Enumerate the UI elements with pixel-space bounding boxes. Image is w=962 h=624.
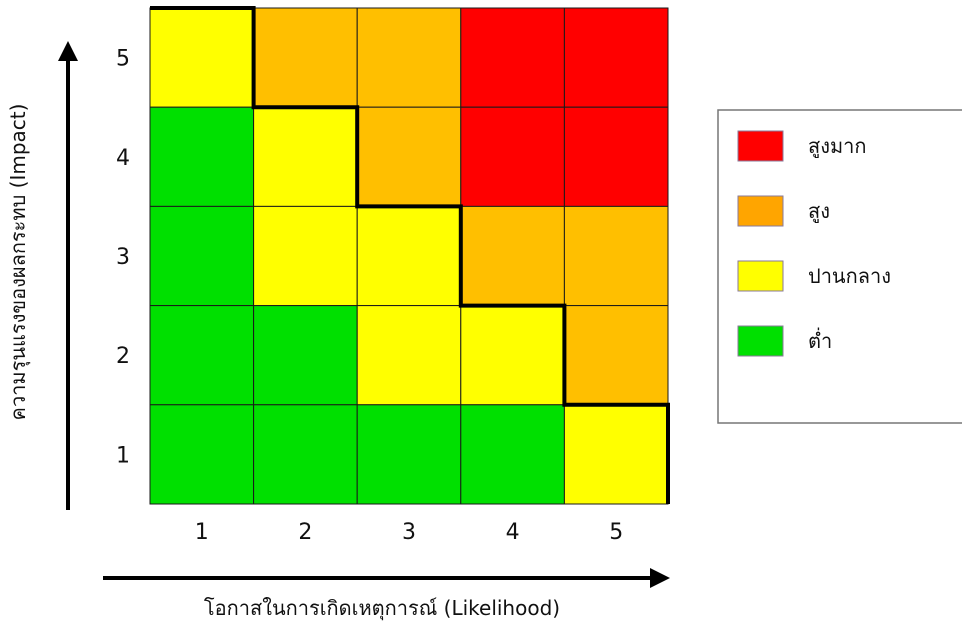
legend-swatch-very-high xyxy=(737,130,784,162)
y-tick-label: 4 xyxy=(116,146,130,171)
legend-label-very-high: สูงมาก xyxy=(808,134,867,159)
cell-impact-1-likelihood-4 xyxy=(460,404,565,505)
legend-label-low: ต่ำ xyxy=(808,327,832,353)
cell-impact-2-likelihood-1 xyxy=(149,305,255,406)
cell-impact-3-likelihood-5 xyxy=(563,205,669,307)
cell-impact-1-likelihood-1 xyxy=(149,404,255,505)
cell-impact-1-likelihood-2 xyxy=(253,404,358,505)
cell-impact-5-likelihood-2 xyxy=(253,7,358,108)
legend-swatch-high xyxy=(737,195,784,227)
cell-impact-3-likelihood-4 xyxy=(460,205,565,307)
y-tick-label: 1 xyxy=(116,443,130,468)
cell-impact-4-likelihood-3 xyxy=(356,106,462,207)
y-tick-label: 3 xyxy=(116,245,130,270)
cell-impact-3-likelihood-3 xyxy=(356,205,462,307)
y-tick-label: 2 xyxy=(116,344,130,369)
risk-boundary xyxy=(150,6,670,504)
legend-swatch-low xyxy=(737,325,784,357)
cell-impact-5-likelihood-5 xyxy=(563,7,669,108)
cell-impact-2-likelihood-3 xyxy=(356,305,462,406)
cell-impact-3-likelihood-2 xyxy=(253,205,358,307)
cell-impact-1-likelihood-5 xyxy=(563,404,669,505)
legend-frame xyxy=(717,109,962,424)
cell-impact-2-likelihood-2 xyxy=(253,305,358,406)
cell-impact-5-likelihood-1 xyxy=(149,7,255,108)
x-tick-label: 2 xyxy=(298,520,312,545)
cell-impact-1-likelihood-3 xyxy=(356,404,462,505)
legend-label-high: สูง xyxy=(808,199,830,224)
risk-boundary-line xyxy=(150,6,670,504)
y-axis-title: ความรุนแรงของผลกระทบ (Impact) xyxy=(6,104,31,421)
cell-impact-4-likelihood-5 xyxy=(563,106,669,207)
cell-impact-4-likelihood-2 xyxy=(253,106,358,207)
y-tick-label: 5 xyxy=(116,47,130,72)
x-tick-label: 3 xyxy=(402,520,416,545)
cell-impact-2-likelihood-5 xyxy=(563,305,669,406)
cell-impact-5-likelihood-4 xyxy=(460,7,565,108)
x-tick-label: 5 xyxy=(609,520,623,545)
axis-ticks: 1 2 3 4 5 1 2 3 4 5 xyxy=(116,47,623,545)
cell-impact-4-likelihood-4 xyxy=(460,106,565,207)
legend-label-medium: ปานกลาง xyxy=(808,264,891,288)
cell-impact-4-likelihood-1 xyxy=(149,106,255,207)
cell-impact-3-likelihood-1 xyxy=(149,205,255,307)
x-tick-label: 1 xyxy=(195,520,209,545)
x-axis-title: โอกาสในการเกิดเหตุการณ์ (Likelihood) xyxy=(204,596,560,621)
cell-impact-5-likelihood-3 xyxy=(356,7,462,108)
heatmap-cells xyxy=(149,7,669,505)
x-tick-label: 4 xyxy=(506,520,520,545)
cell-impact-2-likelihood-4 xyxy=(460,305,565,406)
legend-swatch-medium xyxy=(737,260,784,292)
